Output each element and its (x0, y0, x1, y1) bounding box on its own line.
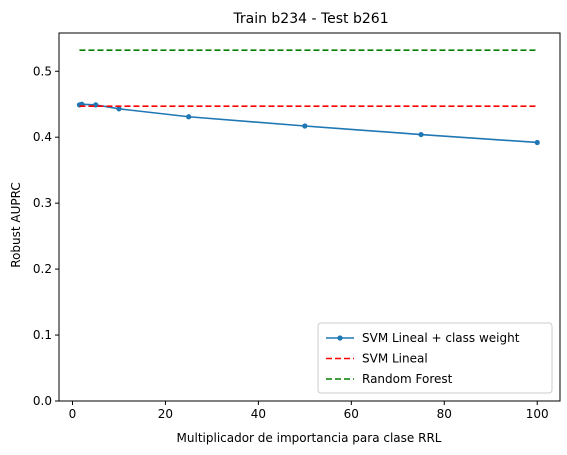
legend-label: Random Forest (362, 372, 453, 386)
axes: 0 20 40 60 80 100 0.0 0.1 0.2 0.3 0.4 0.5 (33, 64, 549, 421)
y-tick-label: 0.5 (33, 64, 52, 78)
series-point (302, 123, 308, 129)
x-tick-label: 0 (69, 407, 77, 421)
legend-marker (337, 335, 343, 341)
x-tick-label: 100 (526, 407, 549, 421)
plot-frame (58, 32, 561, 402)
series-point (418, 131, 424, 138)
series-point (534, 139, 540, 146)
y-axis-title: Robust AUPRC (9, 182, 23, 267)
legend-label: SVM Lineal + class weight (362, 331, 520, 345)
legend-label: SVM Lineal (362, 352, 428, 366)
y-tick-label: 0.3 (33, 196, 52, 210)
y-tick-label: 0.0 (33, 394, 52, 408)
legend-box (317, 322, 553, 394)
x-tick-label: 80 (437, 407, 452, 421)
series-point (116, 106, 122, 112)
chart-title: Train b234 - Test b261 (232, 11, 388, 27)
x-tick-label: 60 (344, 407, 359, 421)
y-tick-label: 0.2 (33, 262, 52, 276)
plot-area (76, 49, 540, 146)
series-point (186, 114, 192, 120)
x-tick-label: 20 (158, 407, 173, 421)
y-tick-label: 0.4 (33, 130, 52, 144)
y-tick-label: 0.1 (33, 328, 52, 342)
x-tick-label: 40 (251, 407, 266, 421)
x-axis-title: Multiplicador de importancia para clase … (177, 431, 442, 445)
legend: SVM Lineal + class weight SVM Lineal Rando… (317, 322, 553, 394)
